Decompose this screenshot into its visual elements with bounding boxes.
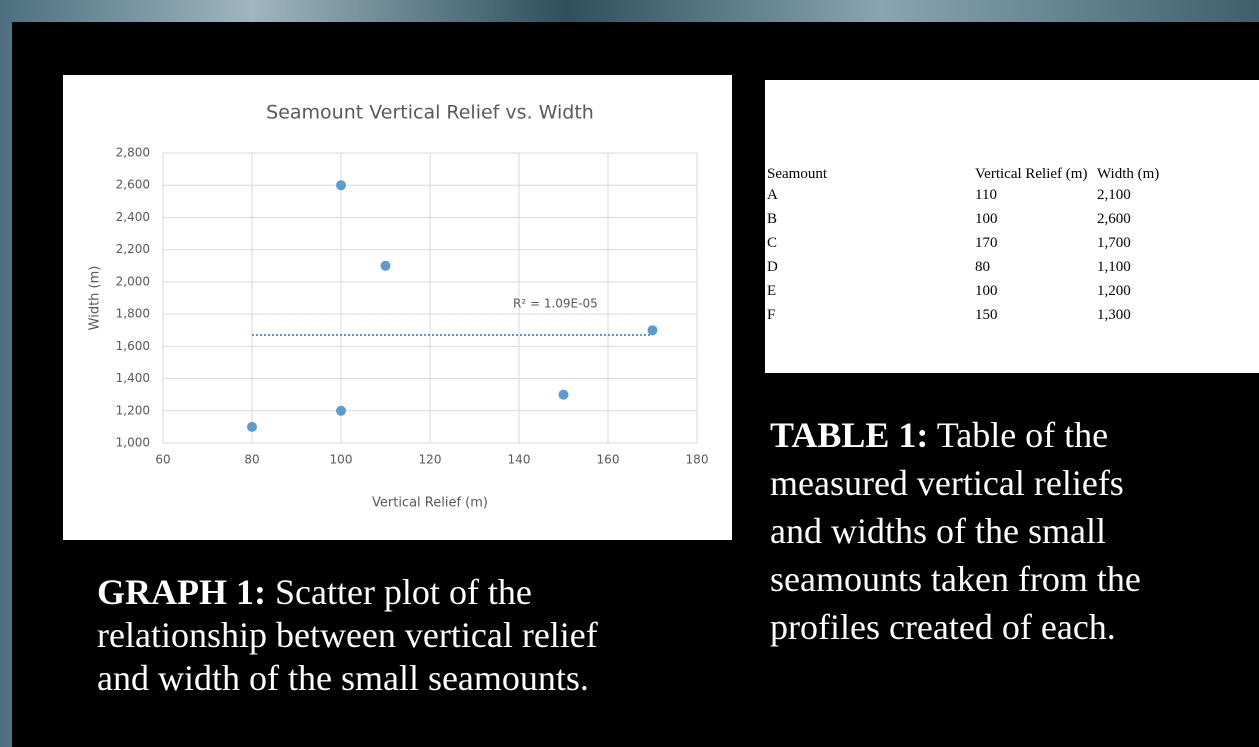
table-cell: 1,200 [1097,283,1131,299]
table-cell: 110 [975,187,997,203]
table-cell: C [767,235,778,251]
chart-box: Seamount Vertical Relief vs. Width Vertic… [63,75,732,540]
y-tick-label: 2,800 [116,146,150,160]
y-tick-label: 2,000 [116,274,150,288]
table-cell: 2,600 [1097,211,1131,227]
y-tick-label: 1,200 [116,403,150,417]
caption-label: GRAPH 1: [97,572,266,612]
table-cell: B [767,211,778,227]
y-tick-label: 1,000 [116,436,150,450]
caption-text: and widths of the small [770,511,1106,551]
data-point [647,325,658,336]
x-tick-label: 180 [686,453,709,467]
y-tick-label: 1,600 [116,339,150,353]
caption-line: GRAPH 1: Scatter plot of the [97,574,532,610]
x-tick-label: 120 [419,453,442,467]
trendline-label: R² = 1.09E-05 [513,297,598,311]
table-cell: 2,100 [1097,187,1131,203]
x-tick-label: 60 [155,453,170,467]
table-cell: D [767,259,778,275]
table-cell: 1,100 [1097,259,1131,275]
caption-line: profiles created of each. [770,609,1116,645]
caption-text: relationship between vertical relief [97,615,598,655]
table-header-cell: Seamount [767,166,827,182]
caption-label: TABLE 1: [770,415,929,455]
table: Seamount Vertical Relief (m) Width (m) A 110… [765,80,1259,373]
caption-text: and width of the small seamounts. [97,658,589,698]
y-tick-label: 1,800 [116,307,150,321]
chart: Seamount Vertical Relief vs. Width Vertic… [88,102,709,511]
data-point [336,405,346,416]
table-cell: 1,700 [1097,235,1131,251]
y-tick-label: 2,400 [116,210,150,224]
caption-line: TABLE 1: Table of the [770,417,1108,453]
y-axis-label: Width (m) [88,266,103,331]
caption-text: profiles created of each. [770,607,1116,647]
caption-line: and width of the small seamounts. [97,660,589,696]
table-header-cell: Width (m) [1097,166,1160,182]
caption-line: seamounts taken from the [770,561,1141,597]
x-tick-label: 80 [244,453,259,467]
table-cell: 170 [975,235,998,251]
data-point [558,389,569,400]
table-cell: A [767,187,778,203]
y-tick-label: 2,200 [116,242,150,256]
x-tick-label: 100 [330,453,353,467]
caption-text: Table of the [936,415,1109,455]
table-cell: E [767,283,777,299]
x-tick-label: 160 [597,453,620,467]
caption-text: Scatter plot of the [274,572,532,612]
caption-line: and widths of the small [770,513,1106,549]
table-cell: 100 [975,283,998,299]
caption-text: measured vertical reliefs [770,463,1124,503]
data-point [247,421,257,432]
chart-title: Seamount Vertical Relief vs. Width [266,102,594,124]
table-cell: 150 [975,307,998,323]
data-point [380,260,391,271]
data-point [336,180,346,191]
y-tick-label: 2,600 [116,178,150,192]
caption-text: seamounts taken from the [770,559,1141,599]
table-header-cell: Vertical Relief (m) [975,166,1088,182]
caption-line: relationship between vertical relief [97,617,598,653]
table-cell: 80 [975,259,990,275]
x-axis-label: Vertical Relief (m) [372,496,488,511]
table-cell: F [767,307,776,323]
caption-line: measured vertical reliefs [770,465,1124,501]
y-tick-label: 1,400 [116,371,150,385]
table-cell: 1,300 [1097,307,1131,323]
table-cell: 100 [975,211,998,227]
x-tick-label: 140 [508,453,531,467]
